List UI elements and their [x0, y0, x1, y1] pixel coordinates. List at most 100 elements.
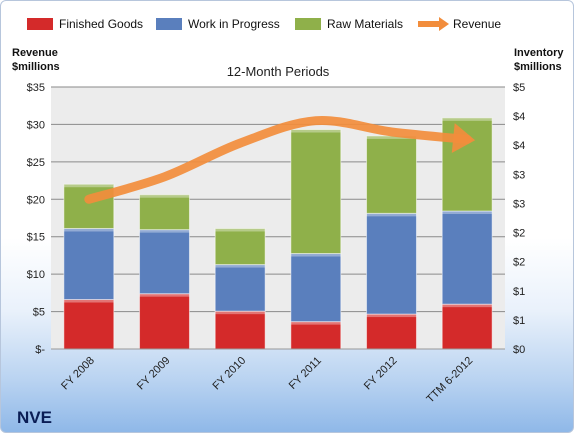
- legend-item-work-in-progress: Work in Progress: [156, 17, 280, 31]
- legend: Finished Goods Work in Progress Raw Materi…: [27, 17, 501, 31]
- right-axis-title-line1: Inventory: [514, 47, 564, 59]
- bar-segment: [441, 210, 493, 305]
- bar-work-in-progress: [441, 210, 493, 305]
- left-tick-label: $10: [27, 269, 45, 281]
- company-label: NVE: [17, 408, 52, 427]
- bar-highlight: [442, 304, 493, 308]
- right-tick-label: $2: [513, 228, 525, 240]
- bar-highlight: [215, 264, 266, 268]
- bar-highlight: [139, 229, 190, 233]
- legend-item-finished-goods: Finished Goods: [27, 17, 143, 31]
- bar-highlight: [366, 213, 417, 217]
- left-axis-title-line2: $millions: [12, 61, 60, 73]
- bar-highlight: [215, 228, 266, 232]
- bar-segment: [63, 227, 115, 301]
- bar-segment: [290, 129, 342, 255]
- bar-highlight: [63, 184, 114, 188]
- bar-segment: [63, 299, 115, 350]
- chart-title: 12-Month Periods: [227, 64, 330, 79]
- bar-segment: [366, 212, 417, 315]
- right-tick-label: $4: [513, 140, 525, 152]
- right-tick-label: $5: [513, 82, 525, 94]
- bar-highlight: [442, 211, 493, 215]
- x-axis-ticks: FY 2008 FY 2009 FY 2010 FY 2011 FY 2012 TTM 6…: [59, 355, 475, 406]
- bar-highlight: [366, 135, 417, 139]
- left-axis-title-line1: Revenue: [12, 47, 58, 59]
- bar-raw-materials: [441, 117, 493, 212]
- bar-raw-materials: [139, 194, 190, 231]
- left-tick-label: $35: [27, 82, 45, 94]
- bar-finished-goods: [366, 313, 417, 350]
- left-tick-label: $30: [27, 119, 45, 131]
- gridlines: [51, 86, 505, 313]
- left-tick-label: $15: [27, 232, 45, 244]
- x-tick-label: FY 2009: [135, 355, 173, 393]
- left-axis-ticks: $- $5 $10 $15 $20 $25 $30 $35: [27, 82, 46, 356]
- legend-label: Finished Goods: [59, 17, 143, 31]
- right-tick-label: $1: [513, 315, 525, 327]
- bar-segment: [366, 135, 417, 214]
- legend-swatch-arrow: [439, 17, 449, 31]
- x-tick-label: FY 2012: [362, 355, 400, 393]
- x-tick-label: FY 2008: [59, 355, 97, 393]
- bar-segment: [214, 264, 266, 312]
- bar-work-in-progress: [63, 227, 115, 301]
- legend-swatch: [295, 18, 321, 30]
- legend-label: Raw Materials: [327, 17, 403, 31]
- bar-highlight: [139, 293, 190, 297]
- bar-segment: [139, 194, 190, 231]
- bar-work-in-progress: [214, 264, 266, 312]
- bar-raw-materials: [366, 135, 417, 214]
- bar-raw-materials: [290, 129, 342, 255]
- bar-segment: [139, 293, 190, 350]
- legend-label: Work in Progress: [188, 17, 280, 31]
- legend-label: Revenue: [453, 17, 501, 31]
- bar-work-in-progress: [139, 229, 190, 295]
- bar-highlight: [63, 299, 114, 303]
- right-tick-label: $2: [513, 257, 525, 269]
- bar-segment: [139, 229, 190, 295]
- bar-highlight: [366, 314, 417, 318]
- bar-segment: [366, 313, 417, 350]
- right-tick-label: $1: [513, 286, 525, 298]
- revenue-line: [84, 115, 472, 204]
- left-tick-label: $-: [35, 344, 45, 356]
- legend-item-raw-materials: Raw Materials: [295, 17, 403, 31]
- bar-highlight: [290, 321, 341, 325]
- bar-finished-goods: [214, 310, 266, 350]
- right-tick-label: $4: [513, 111, 525, 123]
- bar-segment: [441, 117, 493, 212]
- legend-swatch: [27, 18, 53, 30]
- bar-raw-materials: [63, 183, 115, 229]
- bar-segment: [214, 310, 266, 350]
- right-tick-label: $0: [513, 344, 525, 356]
- bar-highlight: [290, 253, 341, 257]
- bar-highlight: [139, 194, 190, 198]
- x-tick-label: TTM 6-2012: [424, 355, 475, 406]
- x-tick-label: FY 2011: [287, 355, 324, 392]
- bar-finished-goods: [139, 293, 190, 350]
- left-tick-label: $20: [27, 194, 45, 206]
- right-axis-ticks: $0 $1 $1 $2 $2 $3 $3 $4 $4 $5: [513, 82, 525, 356]
- right-tick-label: $3: [513, 169, 525, 181]
- bar-highlight: [215, 311, 266, 315]
- bar-highlight: [442, 117, 493, 121]
- bar-highlight: [290, 129, 341, 133]
- bar-finished-goods: [63, 299, 115, 350]
- legend-swatch: [156, 18, 182, 30]
- bars-layer: [63, 117, 493, 350]
- bar-raw-materials: [214, 227, 266, 266]
- bar-work-in-progress: [366, 212, 417, 315]
- bar-highlight: [63, 228, 114, 232]
- bar-finished-goods: [290, 321, 342, 350]
- revenue-arrow-head: [451, 123, 476, 153]
- x-tick-label: FY 2010: [211, 355, 249, 393]
- revenue-line-layer: [84, 115, 476, 204]
- right-tick-label: $3: [513, 198, 525, 210]
- bar-segment: [290, 321, 342, 350]
- bar-segment: [214, 227, 266, 266]
- left-tick-label: $25: [27, 157, 45, 169]
- bar-segment: [290, 253, 342, 323]
